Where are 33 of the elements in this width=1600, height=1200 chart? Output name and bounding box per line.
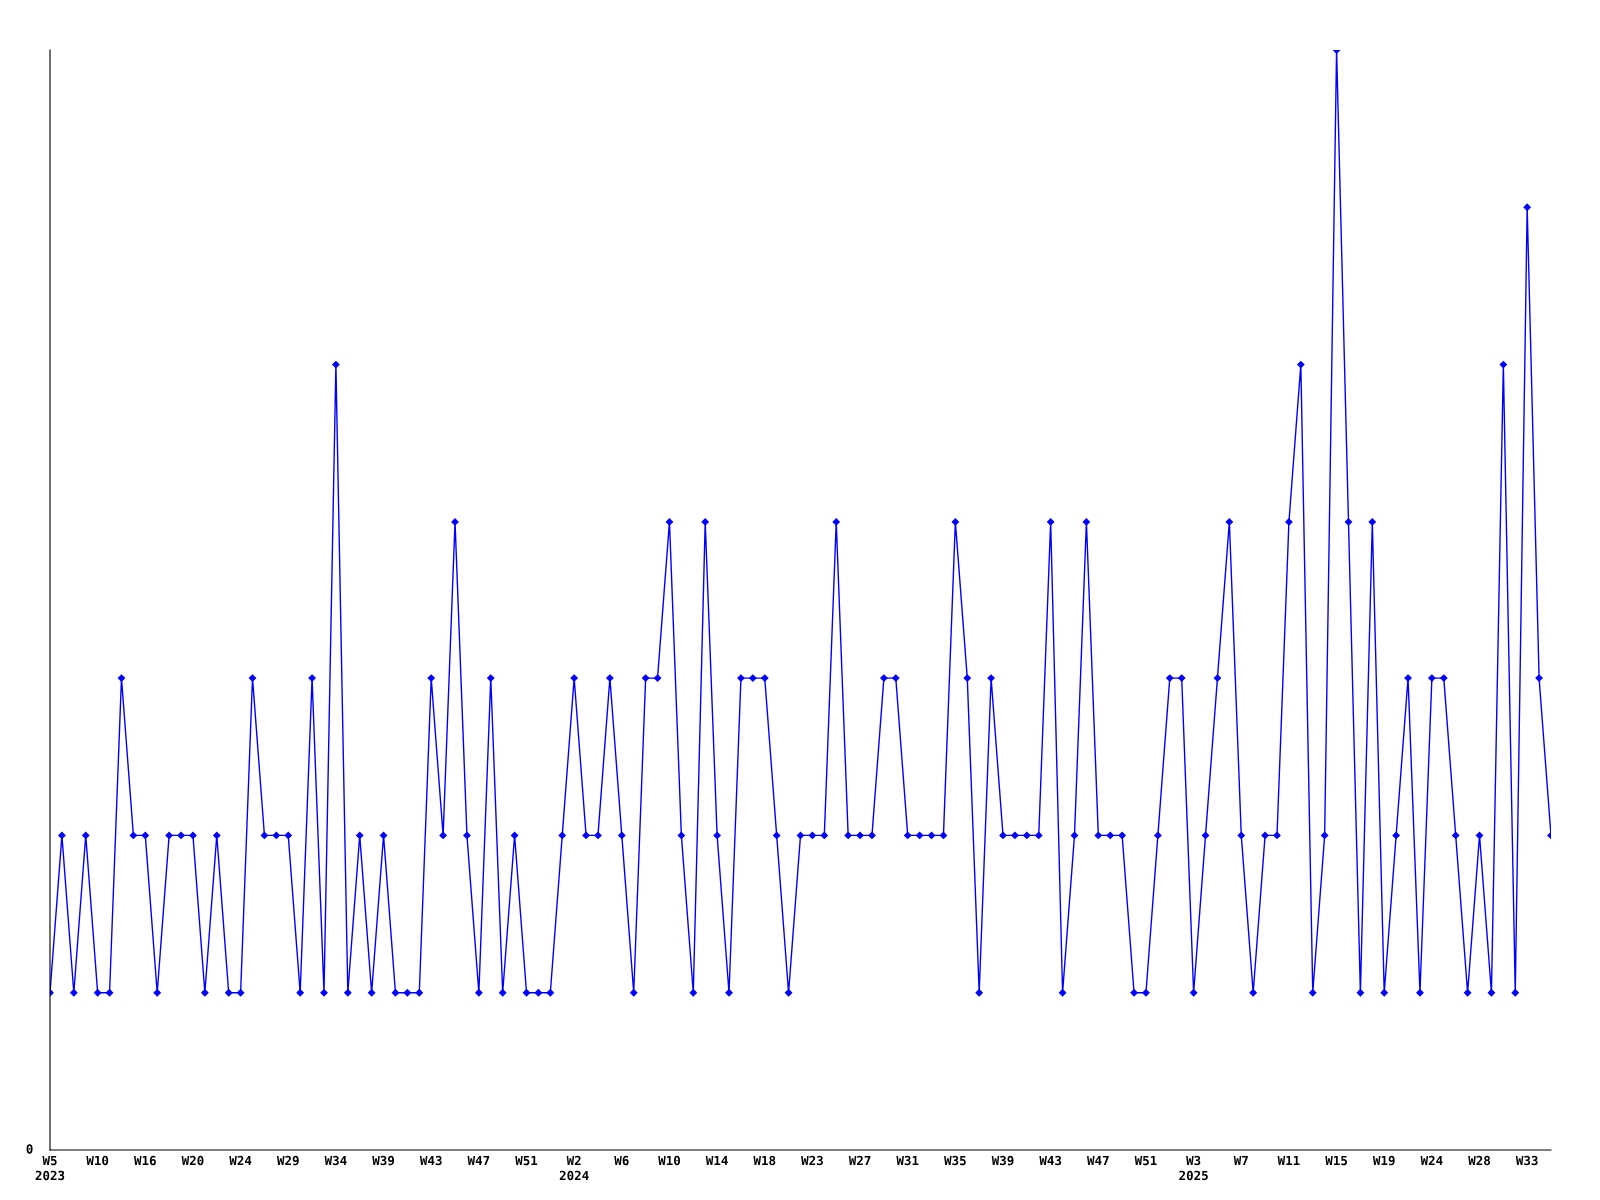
- x-tick-label: W23: [801, 1155, 823, 1166]
- x-tick-label: W2 2024: [559, 1155, 589, 1181]
- x-tick-label: W19: [1372, 1155, 1395, 1166]
- x-tick-label: W14: [705, 1155, 728, 1166]
- x-tick-label: W51: [1134, 1155, 1157, 1166]
- x-tick-label: W43: [1039, 1155, 1062, 1166]
- x-tick-label: W20: [181, 1155, 204, 1166]
- x-tick-label: W11: [1277, 1155, 1300, 1166]
- x-tick-label: W6: [614, 1155, 629, 1166]
- x-tick-label: W28: [1468, 1155, 1491, 1166]
- x-tick-label: W3 2025: [1179, 1155, 1208, 1181]
- x-tick-label: W5 2023: [35, 1155, 65, 1181]
- x-tick-label: W47: [467, 1155, 490, 1166]
- x-tick-label: W47: [1087, 1155, 1109, 1166]
- x-tick-label: W39: [372, 1155, 395, 1166]
- x-tick-label: W7: [1233, 1155, 1248, 1166]
- x-tick-label: W51: [515, 1155, 538, 1166]
- text: 0: [26, 1144, 33, 1154]
- x-tick-label: W27: [848, 1155, 871, 1166]
- x-tick-label: W10: [658, 1155, 680, 1166]
- x-tick-label: W34: [324, 1155, 347, 1166]
- x-tick-label: W35: [944, 1155, 966, 1166]
- x-tick-label: W15: [1325, 1155, 1348, 1166]
- x-tick-label: W24: [229, 1155, 252, 1166]
- x-tick-label: W31: [896, 1155, 919, 1166]
- x-tick-label: W33: [1515, 1155, 1538, 1166]
- x-tick-label: W43: [419, 1155, 442, 1166]
- x-tick-label: W18: [753, 1155, 776, 1166]
- x-tick-label: W29: [276, 1155, 299, 1166]
- x-tick-label: W16: [134, 1155, 156, 1166]
- x-tick-label: W24: [1420, 1155, 1443, 1166]
- x-tick-label: W39: [991, 1155, 1014, 1166]
- x-tick-label: W10: [86, 1155, 109, 1166]
